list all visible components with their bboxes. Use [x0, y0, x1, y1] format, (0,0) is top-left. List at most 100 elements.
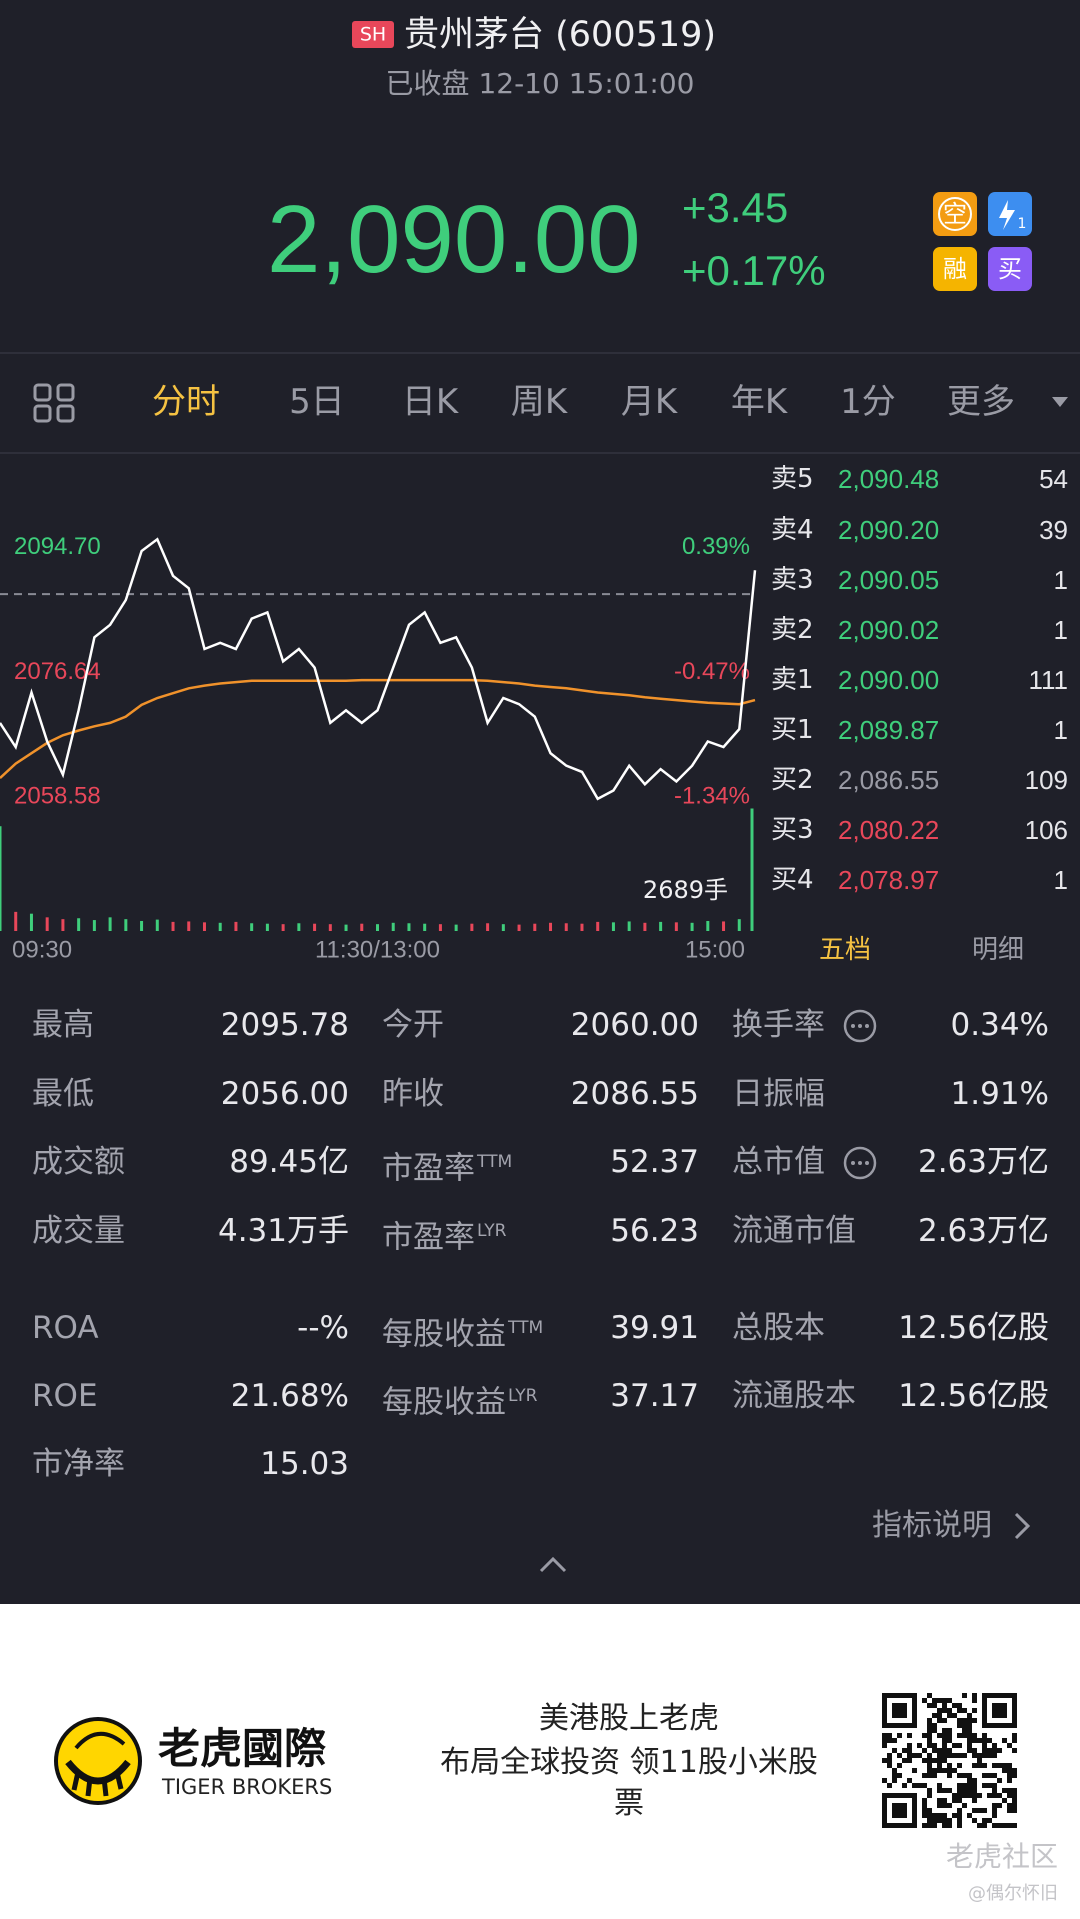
order-book-tab[interactable]: 明细	[971, 935, 1025, 966]
stat-label-text: 昨收	[382, 1076, 444, 1113]
qr-module	[977, 1738, 982, 1743]
layout-icon[interactable]	[33, 383, 75, 423]
qr-module	[937, 1758, 942, 1763]
stat-label: 流通股本	[732, 1378, 856, 1415]
qr-module	[982, 1743, 987, 1748]
qr-module	[927, 1728, 932, 1733]
qr-module	[887, 1763, 892, 1768]
collapse-chevron[interactable]	[539, 1556, 567, 1573]
chart-tab[interactable]: 年K	[730, 381, 788, 422]
qr-module	[962, 1803, 967, 1808]
y-tick-label: 2058.58	[14, 783, 101, 810]
qr-module	[967, 1743, 972, 1748]
chart-tab[interactable]: 月K	[620, 381, 678, 422]
qr-module	[982, 1818, 987, 1823]
qr-module	[937, 1798, 942, 1803]
qr-module	[982, 1823, 987, 1828]
qr-module	[972, 1753, 977, 1758]
chart-tab[interactable]: 周K	[510, 381, 568, 422]
volume-bar	[265, 923, 269, 931]
info-icon[interactable]	[843, 1009, 877, 1180]
qr-module	[957, 1823, 962, 1828]
volume-bar	[360, 923, 364, 931]
badge-text: 融	[943, 255, 967, 283]
more-arrow[interactable]	[1052, 397, 1068, 407]
qr-module	[902, 1758, 907, 1763]
qr-module	[927, 1823, 932, 1828]
stat-label: 最低	[32, 1076, 94, 1113]
stat-label-text: 流通市值	[732, 1213, 856, 1250]
qr-module	[922, 1803, 927, 1808]
stat-label: 市盈率 TTM	[382, 1144, 512, 1188]
chart-tab[interactable]: 更多	[947, 381, 1015, 422]
qr-module	[1002, 1763, 1007, 1768]
qr-module	[957, 1703, 962, 1708]
qr-module	[947, 1728, 952, 1733]
stat-label-text: 换手率	[732, 1007, 825, 1044]
badge	[933, 247, 977, 291]
qr-module	[897, 1753, 902, 1758]
qr-module	[972, 1748, 977, 1753]
stat-value: 37.17	[610, 1378, 699, 1415]
qr-module	[922, 1758, 927, 1763]
volume-bar	[281, 924, 285, 931]
qr-module	[947, 1818, 952, 1823]
stat-label: ROA	[32, 1310, 99, 1347]
stat-label: 今开	[382, 1007, 444, 1044]
qr-module	[1007, 1803, 1012, 1808]
qr-module	[967, 1738, 972, 1743]
chart-tab[interactable]: 日K	[401, 381, 459, 422]
qr-finder	[892, 1803, 907, 1818]
qr-module	[937, 1698, 942, 1703]
qr-module	[917, 1743, 922, 1748]
qr-module	[957, 1753, 962, 1758]
qr-module	[942, 1743, 947, 1748]
volume-bar	[407, 923, 411, 931]
qr-module	[927, 1808, 932, 1813]
qr-module	[982, 1783, 987, 1788]
order-volume: 106	[1024, 815, 1068, 846]
badge-text: 1	[1018, 216, 1027, 232]
qr-module	[932, 1728, 937, 1733]
chart-tab[interactable]: 1分	[840, 381, 896, 422]
order-book-tab[interactable]: 五档	[818, 935, 872, 966]
qr-module	[1007, 1778, 1012, 1783]
qr-module	[972, 1798, 977, 1803]
qr-module	[1012, 1738, 1017, 1743]
qr-module	[1002, 1788, 1007, 1793]
qr-module	[882, 1738, 887, 1743]
tiger-logo	[54, 1717, 142, 1805]
volume-bar	[486, 923, 490, 931]
stat-label: 每股收益 LYR	[382, 1378, 537, 1422]
qr-module	[987, 1818, 992, 1823]
order-price: 2,090.20	[838, 514, 940, 545]
qr-module	[922, 1808, 927, 1813]
qr-module	[957, 1763, 962, 1768]
qr-module	[992, 1743, 997, 1748]
qr-module	[987, 1793, 992, 1798]
indicator-link[interactable]: 指标说明	[872, 1508, 992, 1543]
qr-module	[942, 1748, 947, 1753]
ad-footer	[0, 1604, 1080, 1919]
qr-module	[1012, 1788, 1017, 1793]
x-tick-label: 15:00	[685, 936, 745, 963]
qr-module	[927, 1723, 932, 1728]
qr-module	[972, 1718, 977, 1723]
stock-title: 贵州茅台 (600519)	[404, 15, 717, 55]
qr-module	[937, 1763, 942, 1768]
qr-module	[947, 1823, 952, 1828]
qr-module	[982, 1748, 987, 1753]
link-chevron[interactable]	[1014, 1512, 1031, 1540]
volume-bar	[674, 922, 678, 931]
qr-module	[937, 1788, 942, 1793]
qr-module	[962, 1708, 967, 1713]
qr-module	[942, 1728, 947, 1733]
volume-bar	[376, 924, 379, 931]
qr-module	[882, 1778, 887, 1783]
qr-module	[1007, 1743, 1012, 1748]
chart-tab[interactable]: 5日	[289, 381, 345, 422]
qr-module	[922, 1733, 927, 1738]
qr-module	[952, 1793, 957, 1798]
chart-tab[interactable]: 分时	[152, 381, 220, 422]
stat-value: --%	[297, 1310, 349, 1347]
